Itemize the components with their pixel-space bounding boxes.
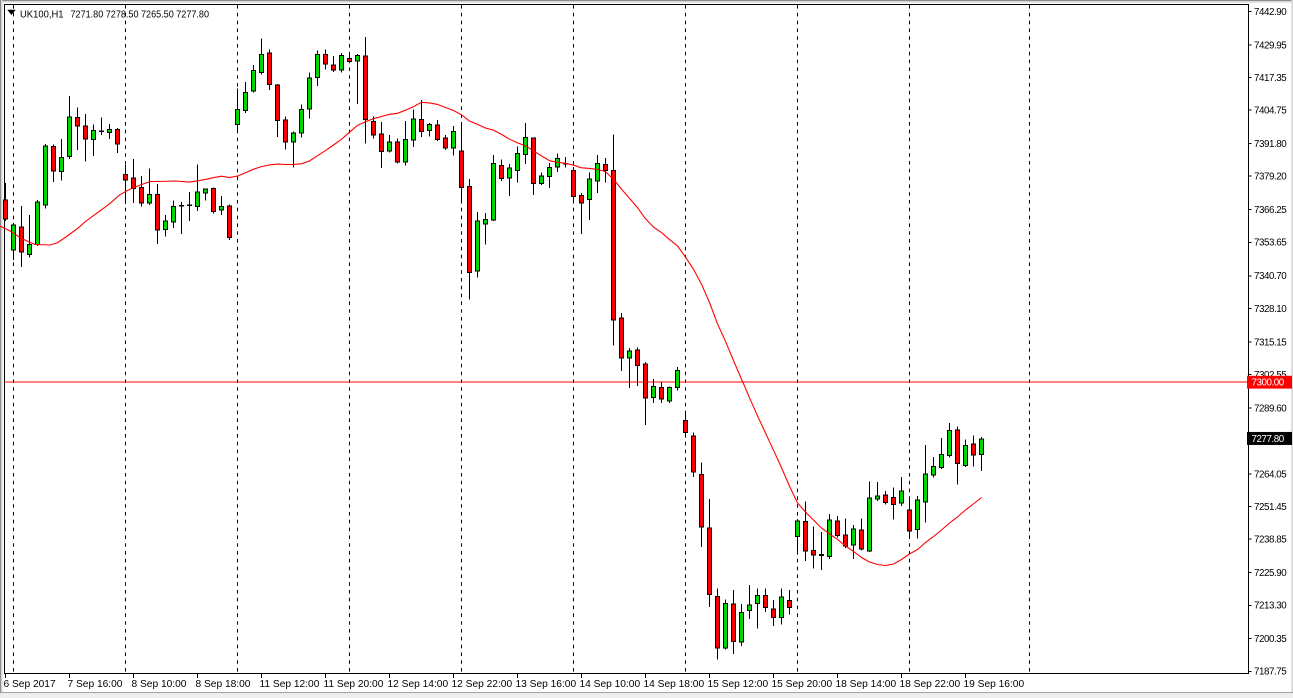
svg-text:7289.60: 7289.60 [1254,403,1287,414]
svg-text:7 Sep 16:00: 7 Sep 16:00 [68,679,123,690]
svg-text:7238.85: 7238.85 [1254,535,1287,546]
svg-text:7417.35: 7417.35 [1254,73,1287,84]
svg-text:7300.00: 7300.00 [1252,378,1285,389]
svg-text:12 Sep 22:00: 12 Sep 22:00 [452,679,513,690]
svg-text:18 Sep 14:00: 18 Sep 14:00 [836,679,897,690]
svg-text:7442.90: 7442.90 [1254,7,1287,18]
svg-text:UK100,H1: UK100,H1 [20,9,64,21]
svg-text:7340.70: 7340.70 [1254,271,1287,282]
svg-text:7391.80: 7391.80 [1254,139,1287,150]
svg-text:7366.25: 7366.25 [1254,205,1287,216]
svg-text:15 Sep 12:00: 15 Sep 12:00 [708,679,769,690]
svg-text:6 Sep 2017: 6 Sep 2017 [4,679,56,690]
svg-text:7379.20: 7379.20 [1254,172,1287,183]
svg-text:7404.75: 7404.75 [1254,106,1287,117]
svg-text:7251.45: 7251.45 [1254,502,1287,513]
svg-text:7264.05: 7264.05 [1254,469,1287,480]
svg-text:12 Sep 14:00: 12 Sep 14:00 [388,679,449,690]
svg-text:14 Sep 18:00: 14 Sep 18:00 [644,679,705,690]
svg-text:11 Sep 12:00: 11 Sep 12:00 [260,679,320,690]
svg-text:13 Sep 16:00: 13 Sep 16:00 [516,679,577,690]
svg-text:7213.30: 7213.30 [1254,601,1287,612]
svg-text:18 Sep 22:00: 18 Sep 22:00 [900,679,961,690]
svg-text:7200.35: 7200.35 [1254,634,1287,645]
svg-text:7353.65: 7353.65 [1254,238,1287,249]
svg-text:7302.55: 7302.55 [1254,370,1287,381]
svg-text:14 Sep 10:00: 14 Sep 10:00 [580,679,641,690]
svg-text:8 Sep 10:00: 8 Sep 10:00 [132,679,187,690]
svg-text:19 Sep 16:00: 19 Sep 16:00 [964,679,1025,690]
svg-text:7187.75: 7187.75 [1254,667,1287,678]
svg-text:8 Sep 18:00: 8 Sep 18:00 [196,679,251,690]
svg-text:7328.10: 7328.10 [1254,304,1287,315]
svg-text:7225.90: 7225.90 [1254,568,1287,579]
svg-text:7277.80: 7277.80 [1252,434,1285,445]
svg-text:7429.95: 7429.95 [1254,40,1287,51]
svg-text:7315.15: 7315.15 [1254,337,1287,348]
svg-text:11 Sep 20:00: 11 Sep 20:00 [324,679,384,690]
svg-text:7271.80 7278.50 7265.50 7277.8: 7271.80 7278.50 7265.50 7277.80 [71,9,210,21]
svg-text:15 Sep 20:00: 15 Sep 20:00 [772,679,833,690]
